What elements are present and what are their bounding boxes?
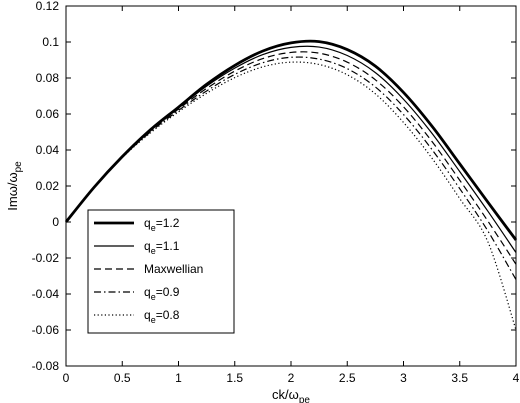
x-tick-label: 3.5: [451, 371, 468, 385]
x-axis-label-sub: pe: [299, 395, 311, 403]
legend-label-main: q: [144, 239, 151, 253]
legend-label-main: Maxwellian: [144, 262, 203, 276]
legend-box: [87, 209, 235, 334]
legend-label-main: q: [144, 308, 151, 322]
x-tick-label: 2.5: [339, 371, 356, 385]
x-tick-label: 1: [175, 371, 182, 385]
y-tick-label: 0.02: [36, 179, 60, 193]
legend-label: qe=1.2: [144, 216, 180, 233]
y-axis-label-sub: pe: [13, 161, 24, 173]
x-tick-label: 4: [513, 371, 520, 385]
legend-label-tail: =1.1: [156, 239, 180, 253]
y-tick-label: -0.08: [32, 359, 60, 373]
x-tick-label: 2: [288, 371, 295, 385]
x-tick-label: 1.5: [226, 371, 243, 385]
legend-label-main: q: [144, 216, 151, 230]
x-tick-label: 3: [400, 371, 407, 385]
legend-label: qe=0.8: [144, 308, 180, 325]
x-tick-label: 0: [63, 371, 70, 385]
y-tick-label: -0.02: [32, 251, 60, 265]
legend-label: qe=0.9: [144, 285, 180, 302]
y-axis-label: Imω/ωpe: [5, 161, 24, 211]
legend-label-sub: e: [151, 246, 156, 256]
tick-layer: 0 0.5 1 1.5 2 2.5 3 3.5 4 -0.08 -0.06 -0.04 -0.02 0 0.…: [32, 0, 520, 385]
series-layer: [64, 39, 518, 331]
legend-label-sub: e: [151, 223, 156, 233]
y-tick-label: 0.08: [36, 71, 60, 85]
y-axis-label-main: Imω/ω: [5, 172, 20, 210]
legend-label: Maxwellian: [144, 262, 203, 276]
legend-label-tail: =1.2: [156, 216, 180, 230]
y-tick-label: 0.06: [36, 107, 60, 121]
y-tick-label: -0.06: [32, 323, 60, 337]
legend-label: qe=1.1: [144, 239, 180, 256]
x-tick-label: 0.5: [114, 371, 131, 385]
series-line: [65, 51, 517, 265]
x-axis-label: ck/ωpe: [272, 387, 310, 403]
x-axis-label-main: ck/ω: [272, 387, 299, 402]
y-tick-label: 0.1: [42, 35, 59, 49]
legend-label-main: q: [144, 285, 151, 299]
y-tick-label: -0.04: [32, 287, 60, 301]
legend-label-sub: e: [151, 292, 156, 302]
y-tick-label: 0.12: [36, 0, 60, 13]
y-tick-label: 0.04: [36, 143, 60, 157]
legend-label-sub: e: [151, 315, 156, 325]
y-tick-label: 0: [52, 215, 59, 229]
legend-label-tail: =0.9: [156, 285, 180, 299]
legend-label-tail: =0.8: [156, 308, 180, 322]
